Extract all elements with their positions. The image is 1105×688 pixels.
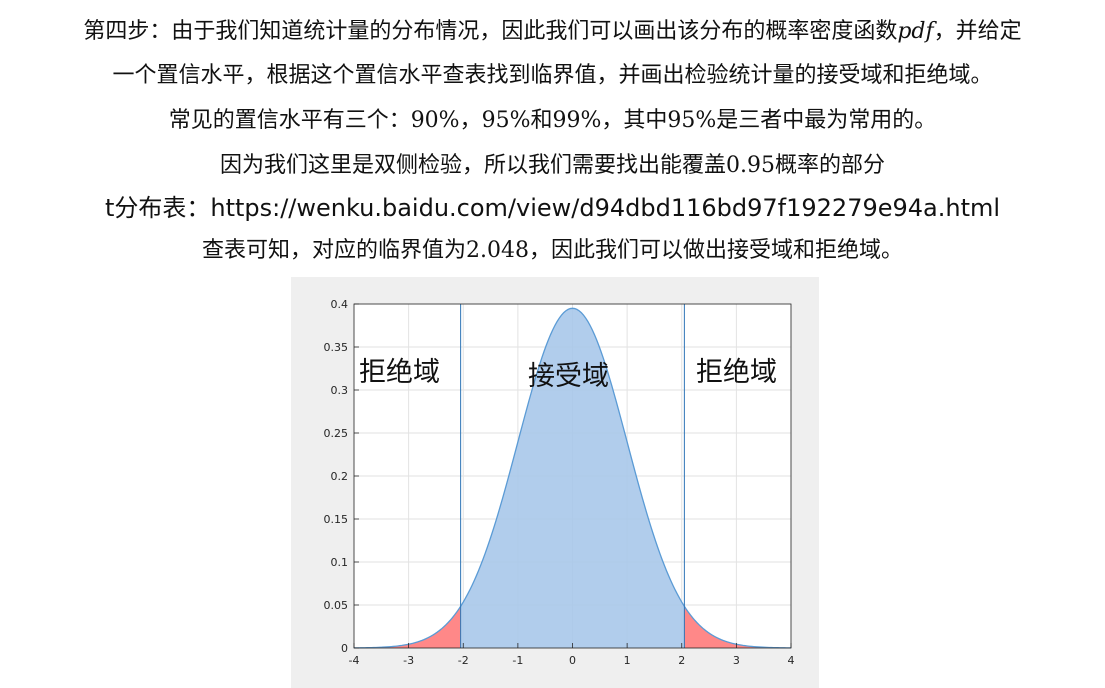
step-four-line: 第四步：由于我们知道统计量的分布情况，因此我们可以画出该分布的概率密度函数pdf… bbox=[0, 17, 1105, 47]
t-table-label: t分布表： bbox=[104, 194, 211, 222]
y-tick-label: 0.1 bbox=[331, 556, 349, 569]
right-rejection-region bbox=[684, 606, 791, 648]
t-table-line: t分布表：https://wenku.baidu.com/view/d94dbd… bbox=[0, 193, 1105, 223]
y-tick-label: 0.25 bbox=[324, 427, 349, 440]
density-curve bbox=[353, 307, 792, 649]
y-tick-label: 0 bbox=[341, 642, 348, 655]
right-rejection-label: 拒绝域 bbox=[696, 357, 777, 388]
step-four-text: 第四步：由于我们知道统计量的分布情况，因此我们可以画出该分布的概率密度函数 bbox=[83, 19, 898, 44]
pdf-math-term: pdf bbox=[897, 19, 934, 44]
critical-value-line: 查表可知，对应的临界值为2.048，因此我们可以做出接受域和拒绝域。 bbox=[202, 238, 903, 263]
x-tick-label: -4 bbox=[349, 654, 360, 667]
y-tick-label: 0.15 bbox=[324, 513, 349, 526]
step-four-text-end: ，并给定 bbox=[933, 19, 1022, 44]
t-distribution-figure: -4 -3 -2 -1 0 1 2 3 4 0 0.05 0.1 0.15 0.2 0.25 0.3 0.35 0… bbox=[291, 277, 819, 688]
x-tick-label: 2 bbox=[678, 654, 685, 667]
y-tick-label: 0.4 bbox=[331, 298, 349, 311]
acceptance-region bbox=[460, 308, 685, 648]
left-rejection-region bbox=[354, 606, 461, 648]
two-sided-test-line: 因为我们这里是双侧检验，所以我们需要找出能覆盖0.95概率的部分 bbox=[220, 153, 885, 178]
y-tick-label: 0.2 bbox=[331, 470, 349, 483]
common-confidence-line: 常见的置信水平有三个：90%，95%和99%，其中95%是三者中最为常用的。 bbox=[168, 108, 937, 133]
y-tick-label: 0.35 bbox=[324, 341, 349, 354]
acceptance-label: 接受域 bbox=[528, 361, 609, 392]
x-tick-label: -1 bbox=[512, 654, 523, 667]
x-tick-label: 3 bbox=[733, 654, 740, 667]
left-rejection-label: 拒绝域 bbox=[359, 357, 440, 388]
t-distribution-chart: -4 -3 -2 -1 0 1 2 3 4 0 0.05 0.1 0.15 0.2 0.25 0.3 0.35 0… bbox=[324, 298, 795, 667]
confidence-level-line: 一个置信水平，根据这个置信水平查表找到临界值，并画出检验统计量的接受域和拒绝域。 bbox=[112, 63, 993, 88]
x-tick-label: -2 bbox=[458, 654, 469, 667]
y-tick-label: 0.05 bbox=[324, 599, 349, 612]
x-tick-label: 1 bbox=[624, 654, 631, 667]
x-tick-label: 4 bbox=[788, 654, 795, 667]
x-tick-label: 0 bbox=[569, 654, 576, 667]
t-table-link[interactable]: https://wenku.baidu.com/view/d94dbd116bd… bbox=[210, 194, 1001, 222]
y-tick-label: 0.3 bbox=[331, 384, 349, 397]
x-tick-label: -3 bbox=[403, 654, 414, 667]
